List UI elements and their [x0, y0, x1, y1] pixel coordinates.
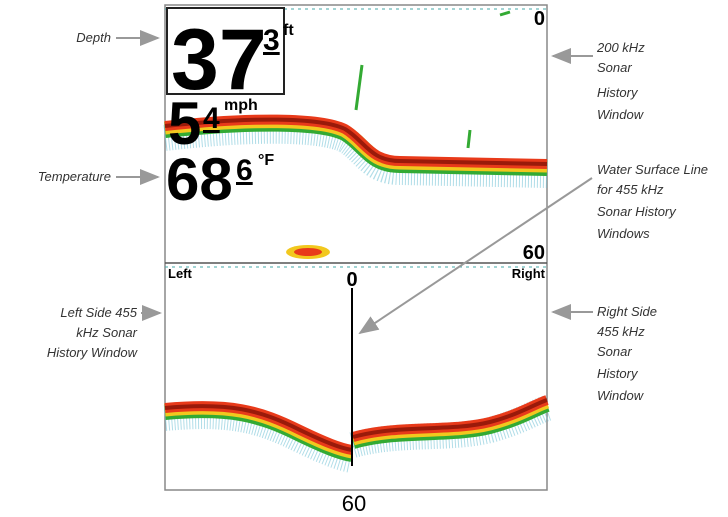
top-window-callout: History	[597, 85, 639, 100]
right-window-callout: Right Side	[597, 304, 657, 319]
top-scale-bottom: 60	[523, 242, 545, 264]
left-label: Left	[168, 266, 193, 281]
left-window-callout: kHz Sonar	[76, 325, 137, 340]
right-window-callout: Window	[597, 388, 645, 403]
surface-line-callout: for 455 kHz	[597, 182, 664, 197]
speed-tenth: 4	[203, 102, 220, 135]
left-window-callout: Left Side 455	[60, 305, 137, 320]
top-scale-top: 0	[534, 8, 545, 30]
bottom-scale-top: 0	[346, 269, 357, 291]
right-window-callout: Sonar	[597, 344, 632, 359]
depth-unit: ft	[283, 22, 294, 39]
right-window-callout: 455 kHz	[597, 324, 645, 339]
temperature-unit: °F	[258, 152, 274, 169]
top-window-callout: Sonar	[597, 60, 632, 75]
surface-line-callout: Sonar History	[597, 204, 677, 219]
right-label: Right	[512, 266, 546, 281]
speed-unit: mph	[224, 97, 258, 114]
temperature-whole: 68	[166, 146, 233, 213]
surface-line-callout: Water Surface Line	[597, 162, 708, 177]
left-window-callout: History Window	[47, 345, 139, 360]
depth-callout: Depth	[76, 30, 111, 45]
temperature-callout: Temperature	[38, 169, 111, 184]
sonar-display: 37 3 ft 5 4 mph 68 6 °F 0 60 Left Right …	[163, 4, 552, 491]
surface-line-callout: Windows	[597, 226, 650, 241]
top-bottom-return	[163, 10, 548, 259]
right-window-callout: History	[597, 366, 639, 381]
depth-whole: 37	[171, 12, 267, 108]
surface-line-arrow	[358, 177, 593, 335]
depth-box	[166, 7, 285, 95]
top-window-callout: 200 kHz	[596, 40, 645, 55]
speed-whole: 5	[168, 90, 201, 157]
bottom-bottom-return	[163, 395, 552, 473]
temperature-tenth: 6	[236, 154, 253, 187]
top-window-callout: Window	[597, 107, 645, 122]
bottom-scale-bottom: 60	[342, 491, 366, 516]
callouts: Depth Temperature Left Side 455 kHz Sona…	[38, 30, 708, 403]
depth-tenth: 3	[263, 24, 280, 57]
